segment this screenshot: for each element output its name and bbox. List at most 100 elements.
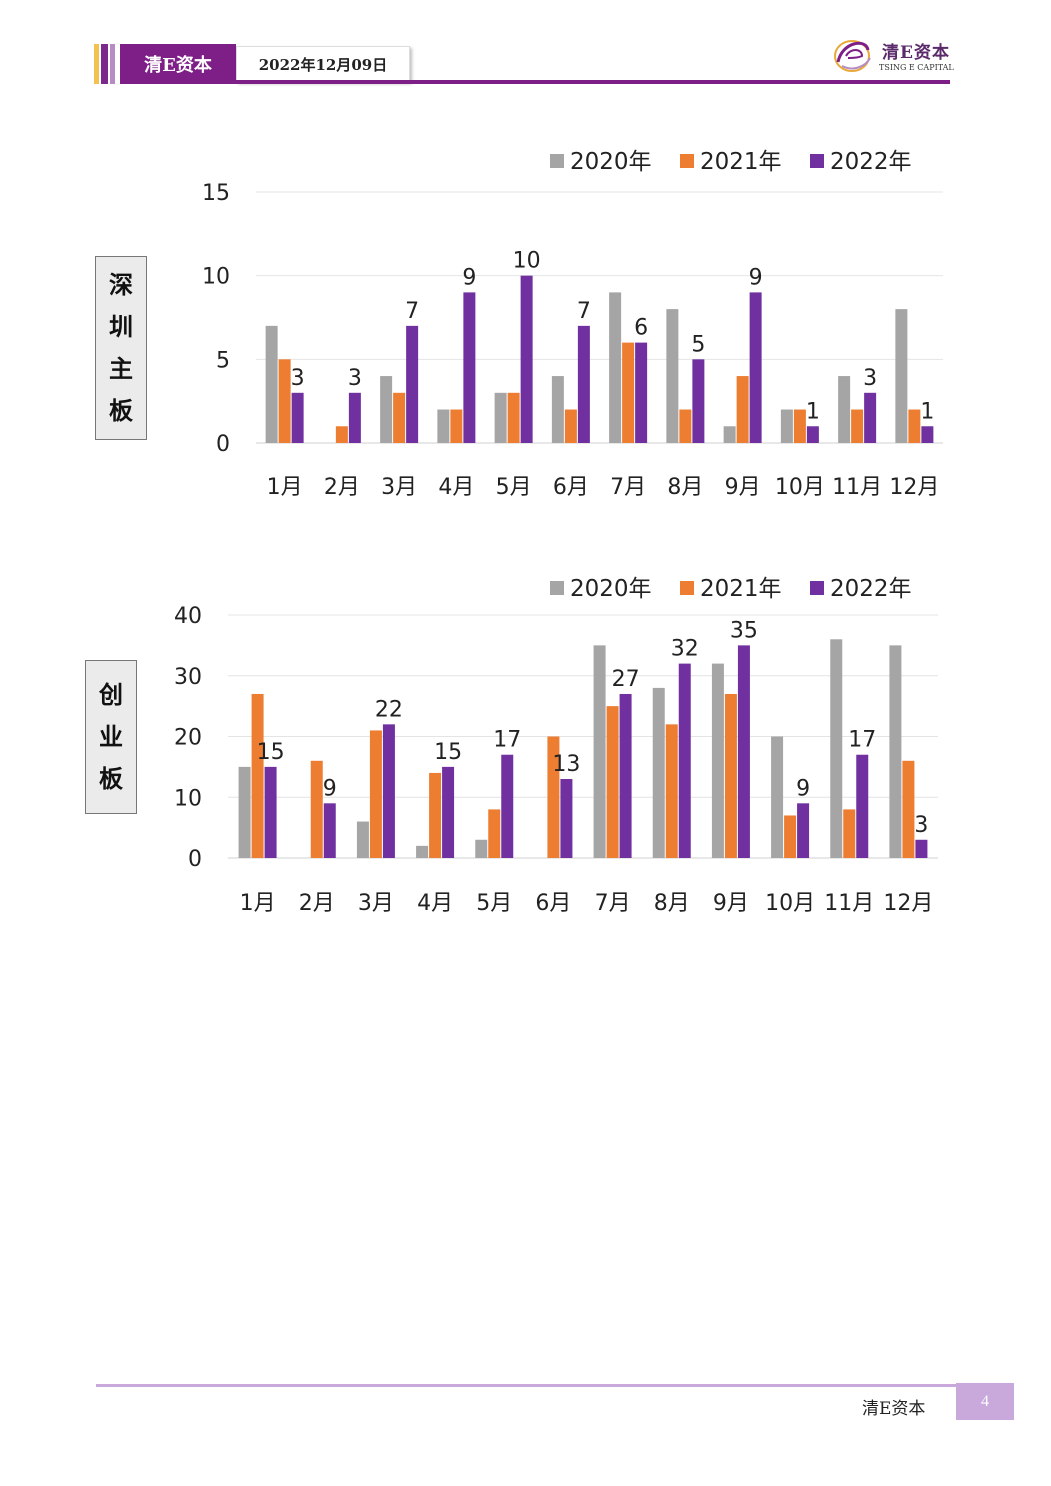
data-label: 15 (257, 740, 285, 765)
category-label: 10月 (775, 475, 825, 500)
side-label-char: 板 (109, 397, 133, 425)
bar-2022年-9月 (737, 645, 750, 858)
data-label: 9 (796, 776, 810, 801)
chart-1-side-label: 深圳主板 (95, 256, 147, 440)
category-label: 6月 (553, 475, 589, 500)
data-label: 3 (291, 366, 305, 391)
legend-label: 2020年 (570, 576, 652, 602)
data-label: 9 (749, 265, 763, 290)
category-label: 7月 (595, 891, 631, 916)
bar-2020年-6月 (551, 376, 564, 443)
y-tick-label: 20 (174, 726, 202, 751)
bar-2021年-5月 (507, 392, 520, 443)
y-tick-label: 5 (216, 348, 230, 373)
category-label: 6月 (535, 891, 571, 916)
bar-2021年-6月 (564, 409, 577, 443)
category-label: 7月 (610, 475, 646, 500)
bar-2022年-7月 (619, 693, 632, 858)
category-label: 12月 (889, 475, 939, 500)
bar-2021年-4月 (429, 772, 442, 858)
logo-chinese-text: 清E资本 (882, 43, 950, 63)
bar-2021年-12月 (902, 760, 915, 858)
bar-2020年-11月 (830, 639, 843, 858)
y-tick-label: 15 (202, 181, 230, 206)
y-tick-label: 40 (174, 604, 202, 629)
category-label: 4月 (438, 475, 474, 500)
side-label-char: 创 (99, 681, 123, 709)
bar-2020年-1月 (238, 766, 251, 858)
side-label-char: 圳 (109, 313, 133, 341)
bar-2022年-3月 (406, 325, 419, 443)
category-label: 10月 (765, 891, 815, 916)
bar-2021年-3月 (393, 392, 406, 443)
data-label: 9 (462, 265, 476, 290)
footer-brand: 清E资本 (862, 1399, 926, 1419)
legend-label: 2022年 (830, 576, 912, 602)
y-tick-label: 0 (188, 847, 202, 872)
category-label: 11月 (824, 891, 874, 916)
data-label: 32 (671, 637, 699, 662)
bar-2022年-5月 (520, 275, 533, 443)
bar-2022年-4月 (463, 292, 476, 443)
legend-swatch (680, 581, 694, 595)
bar-2022年-9月 (749, 292, 762, 443)
bar-2021年-2月 (310, 760, 323, 858)
bar-2022年-11月 (864, 392, 877, 443)
data-label: 6 (634, 316, 648, 341)
bar-2020年-12月 (895, 309, 908, 443)
bar-2020年-3月 (380, 376, 393, 443)
swirl-e-logo-icon (834, 40, 871, 72)
bar-2020年-7月 (593, 645, 606, 858)
bar-2022年-4月 (442, 766, 455, 858)
bar-2021年-1月 (278, 359, 291, 443)
bar-2020年-4月 (437, 409, 450, 443)
bar-2021年-6月 (547, 736, 560, 858)
bar-2020年-9月 (711, 663, 724, 858)
data-label: 10 (513, 249, 541, 274)
category-label: 5月 (496, 475, 532, 500)
chart-2-side-label: 创业板 (85, 660, 137, 814)
bar-2021年-11月 (843, 809, 856, 858)
bar-2021年-7月 (606, 706, 619, 858)
footer-divider (96, 1384, 956, 1387)
legend-label: 2021年 (700, 576, 782, 602)
company-logo: 清E资本 TSING E CAPITAL (832, 36, 954, 76)
bar-2022年-2月 (348, 392, 361, 443)
side-label-char: 主 (109, 355, 133, 383)
bar-2022年-2月 (323, 803, 336, 858)
bar-2022年-6月 (577, 325, 590, 443)
legend-label: 2021年 (700, 149, 782, 175)
data-label: 7 (577, 299, 591, 324)
bar-2022年-10月 (806, 426, 819, 443)
bar-2021年-9月 (724, 693, 737, 858)
side-label-char: 业 (99, 723, 123, 751)
chart-2: 0 10 20 30 40 15 1月 9 2月 22 3月 15 4月 17 5月 13 6月 27 7月 32 8月… (174, 576, 938, 916)
category-label: 1月 (267, 475, 303, 500)
data-label: 7 (405, 299, 419, 324)
bar-2022年-8月 (692, 359, 705, 443)
bar-2021年-2月 (335, 426, 348, 443)
bar-2020年-8月 (666, 309, 679, 443)
bar-2021年-10月 (784, 815, 797, 858)
legend-swatch (680, 154, 694, 168)
category-label: 2月 (299, 891, 335, 916)
y-tick-label: 10 (202, 265, 230, 290)
bar-2020年-12月 (889, 645, 902, 858)
data-label: 17 (493, 728, 521, 753)
bar-2021年-8月 (679, 409, 692, 443)
bar-2021年-10月 (793, 409, 806, 443)
data-label: 15 (434, 740, 462, 765)
y-tick-label: 10 (174, 786, 202, 811)
data-label: 3 (863, 366, 877, 391)
bar-2020年-4月 (416, 845, 429, 858)
data-label: 3 (914, 813, 928, 838)
data-label: 17 (848, 728, 876, 753)
header-brand: 清E资本 (120, 44, 236, 84)
bar-2022年-6月 (560, 779, 573, 858)
bar-2022年-12月 (921, 426, 934, 443)
bar-2022年-8月 (678, 663, 691, 858)
bar-2020年-10月 (771, 736, 784, 858)
logo-english-text: TSING E CAPITAL (879, 63, 954, 72)
bar-2021年-4月 (450, 409, 463, 443)
bar-2020年-11月 (838, 376, 851, 443)
